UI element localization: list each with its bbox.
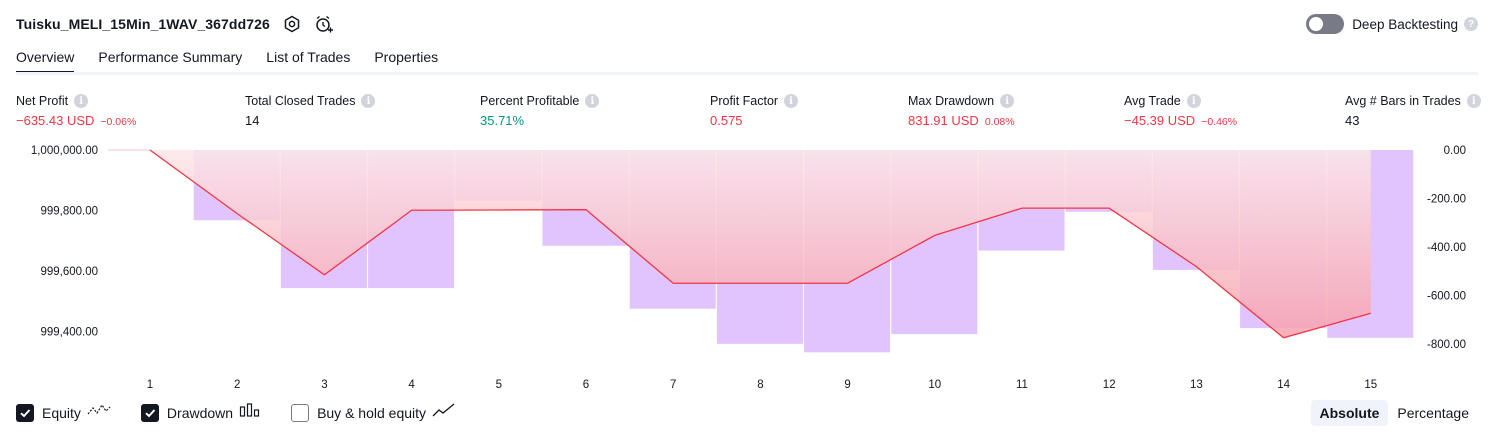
left-axis-tick: 999,400.00 bbox=[40, 327, 98, 339]
help-icon[interactable]: ? bbox=[1464, 17, 1478, 31]
equity-drawdown-chart[interactable]: 1,000,000.00 999,800.00 999,600.00 999,400.… bbox=[0, 138, 1494, 396]
metric-avg-trade: Avg Trade i −45.39 USD −0.46% bbox=[1124, 94, 1237, 128]
x-axis-tick: 11 bbox=[1016, 379, 1028, 391]
metric-value: 0.575 bbox=[710, 113, 743, 128]
metric-profit-factor: Profit Factor i 0.575 bbox=[710, 94, 798, 128]
x-axis-tick: 9 bbox=[844, 379, 850, 391]
metric-label: Net Profit bbox=[16, 94, 68, 108]
left-axis-tick: 999,800.00 bbox=[40, 206, 98, 218]
alarm-add-icon[interactable] bbox=[314, 14, 334, 34]
metric-value: 35.71% bbox=[480, 113, 524, 128]
deep-backtesting-toggle[interactable] bbox=[1306, 14, 1344, 34]
info-icon[interactable]: i bbox=[1187, 94, 1201, 108]
drawdown-checkbox[interactable] bbox=[141, 404, 159, 422]
metric-label: Total Closed Trades bbox=[245, 94, 355, 108]
x-axis-tick: 13 bbox=[1190, 379, 1203, 391]
info-icon[interactable]: i bbox=[1000, 94, 1014, 108]
right-axis-tick: -600.00 bbox=[1427, 290, 1466, 302]
x-axis-tick: 3 bbox=[321, 379, 327, 391]
right-axis-tick: 0.00 bbox=[1444, 145, 1466, 157]
metric-value: 831.91 USD bbox=[908, 113, 979, 128]
legend-label: Buy & hold equity bbox=[317, 405, 426, 421]
x-axis-tick: 5 bbox=[496, 379, 502, 391]
metric-value: 43 bbox=[1345, 113, 1359, 128]
info-icon[interactable]: i bbox=[784, 94, 798, 108]
metric-value: −635.43 USD bbox=[16, 113, 94, 128]
equity-checkbox[interactable] bbox=[16, 404, 34, 422]
report-tabs: Overview Performance Summary List of Tra… bbox=[16, 44, 462, 74]
tab-properties[interactable]: Properties bbox=[374, 44, 438, 74]
right-axis-tick: -800.00 bbox=[1427, 339, 1466, 351]
x-axis-tick: 1 bbox=[147, 379, 153, 391]
metric-label: Avg # Bars in Trades bbox=[1345, 94, 1461, 108]
metric-percent: −0.46% bbox=[1201, 116, 1237, 128]
tab-performance-summary[interactable]: Performance Summary bbox=[98, 44, 242, 74]
deep-backtesting-label: Deep Backtesting bbox=[1352, 17, 1458, 32]
buy-hold-checkbox[interactable] bbox=[291, 404, 309, 422]
toggle-knob bbox=[1309, 17, 1323, 31]
percentage-mode-button[interactable]: Percentage bbox=[1388, 400, 1478, 426]
report-header: Tuisku_MELI_15Min_1WAV_367dd726 Deep Bac… bbox=[16, 11, 1478, 37]
metric-max-drawdown: Max Drawdown i 831.91 USD 0.08% bbox=[908, 94, 1015, 128]
metric-avg-bars-in-trades: Avg # Bars in Trades i 43 bbox=[1345, 94, 1481, 128]
legend-drawdown[interactable]: Drawdown bbox=[141, 402, 261, 423]
drawdown-bars-icon bbox=[239, 402, 261, 423]
metric-percent: −0.06% bbox=[100, 116, 136, 128]
info-icon[interactable]: i bbox=[361, 94, 375, 108]
left-axis-tick: 1,000,000.00 bbox=[31, 145, 98, 157]
metric-percent: 0.08% bbox=[985, 116, 1015, 128]
tab-list-of-trades[interactable]: List of Trades bbox=[266, 44, 350, 74]
legend-equity[interactable]: Equity bbox=[16, 402, 111, 423]
metric-value: −45.39 USD bbox=[1124, 113, 1195, 128]
metric-value: 14 bbox=[245, 113, 259, 128]
tab-overview[interactable]: Overview bbox=[16, 44, 74, 74]
chart-legend: Equity Drawdown Buy & hold equity bbox=[16, 402, 486, 423]
x-axis-tick: 6 bbox=[583, 379, 589, 391]
x-axis-tick: 7 bbox=[670, 379, 676, 391]
x-axis-tick: 10 bbox=[928, 379, 941, 391]
metric-percent-profitable: Percent Profitable i 35.71% bbox=[480, 94, 599, 128]
left-axis-tick: 999,600.00 bbox=[40, 266, 98, 278]
metric-label: Percent Profitable bbox=[480, 94, 579, 108]
x-axis-tick: 8 bbox=[757, 379, 763, 391]
legend-label: Equity bbox=[42, 405, 81, 421]
x-axis-tick: 15 bbox=[1364, 379, 1377, 391]
settings-icon[interactable] bbox=[282, 14, 302, 34]
info-icon[interactable]: i bbox=[585, 94, 599, 108]
x-axis-tick: 14 bbox=[1277, 379, 1290, 391]
x-axis-tick: 4 bbox=[408, 379, 415, 391]
metric-label: Max Drawdown bbox=[908, 94, 994, 108]
strategy-title: Tuisku_MELI_15Min_1WAV_367dd726 bbox=[16, 16, 270, 32]
scale-mode-switch: Absolute Percentage bbox=[1311, 400, 1479, 426]
right-axis-tick: -400.00 bbox=[1427, 242, 1466, 254]
tab-divider bbox=[16, 72, 1478, 75]
metric-total-closed-trades: Total Closed Trades i 14 bbox=[245, 94, 375, 128]
legend-buy-hold-equity[interactable]: Buy & hold equity bbox=[291, 402, 456, 423]
metric-net-profit: Net Profit i −635.43 USD −0.06% bbox=[16, 94, 136, 128]
metric-label: Avg Trade bbox=[1124, 94, 1181, 108]
metric-label: Profit Factor bbox=[710, 94, 778, 108]
buy-hold-line-icon bbox=[432, 402, 456, 423]
equity-line-icon bbox=[87, 402, 111, 423]
x-axis-tick: 12 bbox=[1103, 379, 1116, 391]
legend-label: Drawdown bbox=[167, 405, 233, 421]
absolute-mode-button[interactable]: Absolute bbox=[1311, 400, 1389, 426]
info-icon[interactable]: i bbox=[74, 94, 88, 108]
info-icon[interactable]: i bbox=[1467, 94, 1481, 108]
x-axis-tick: 2 bbox=[234, 379, 240, 391]
right-axis-tick: -200.00 bbox=[1427, 193, 1466, 205]
